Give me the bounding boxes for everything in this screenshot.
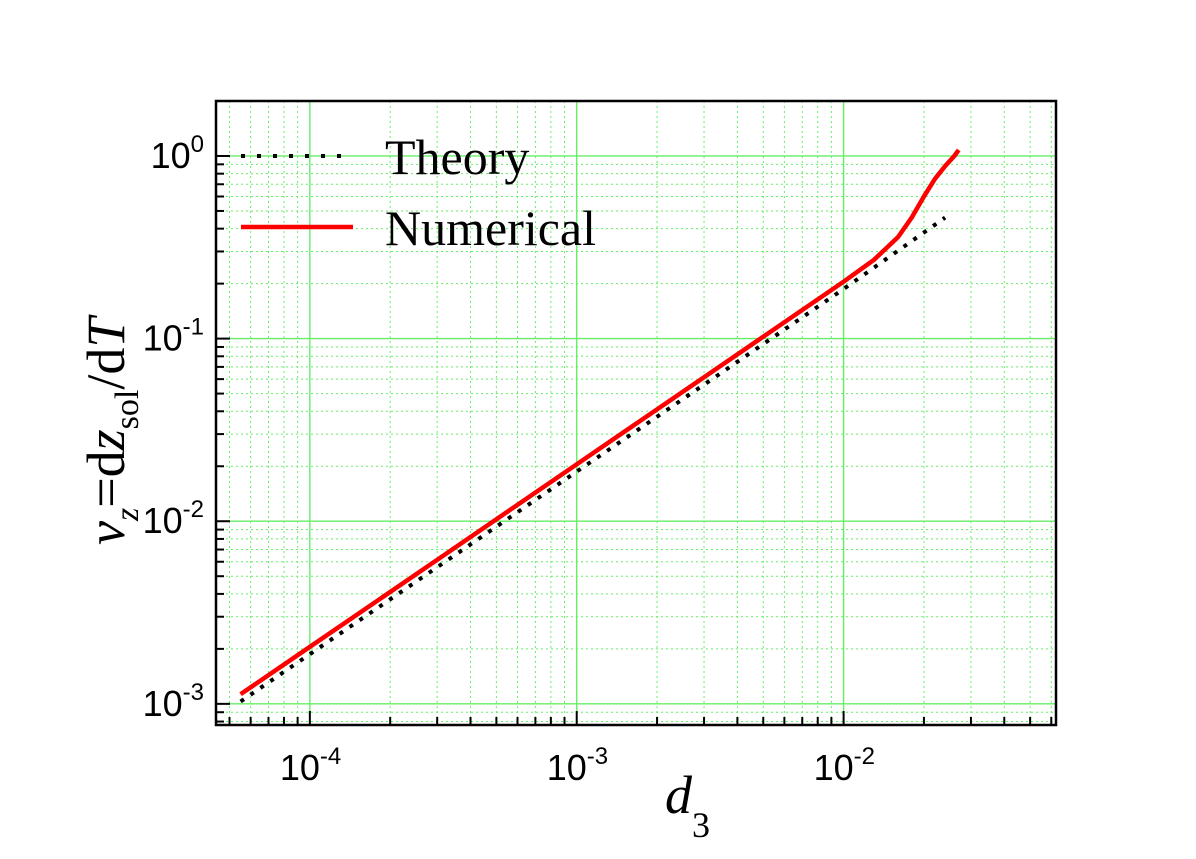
y-tick-label: 10-2	[143, 496, 204, 541]
x-tick-label: 10-4	[280, 743, 341, 788]
series-line-numerical	[239, 148, 961, 697]
tick-labels: 10-4 10-3 10-2 10-3 10-2 10-1 100	[143, 131, 875, 788]
series-line-theory	[239, 215, 947, 704]
y-tick-label: 10-3	[143, 679, 204, 724]
y-axis-label: νz=dzsol/dT	[76, 314, 146, 545]
legend-label-numerical: Numerical	[385, 200, 596, 256]
x-tick-label: 10-2	[814, 743, 875, 788]
legend: Theory Numerical	[241, 129, 596, 256]
legend-label-theory: Theory	[385, 129, 529, 185]
y-tick-label: 10-1	[143, 314, 204, 359]
y-tick-label: 100	[151, 131, 204, 176]
x-axis-label: d3	[665, 765, 710, 845]
series-layer	[239, 148, 961, 704]
plot-frame	[214, 99, 1058, 727]
x-tick-label: 10-3	[547, 743, 608, 788]
tick-marks	[216, 100, 1053, 725]
